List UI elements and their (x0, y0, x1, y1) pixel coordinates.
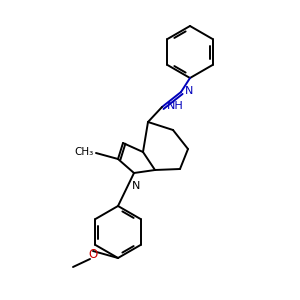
Text: CH₃: CH₃ (75, 147, 94, 157)
Text: NH: NH (167, 101, 184, 111)
Text: N: N (132, 181, 140, 191)
Text: N: N (185, 86, 194, 96)
Text: O: O (88, 248, 98, 262)
